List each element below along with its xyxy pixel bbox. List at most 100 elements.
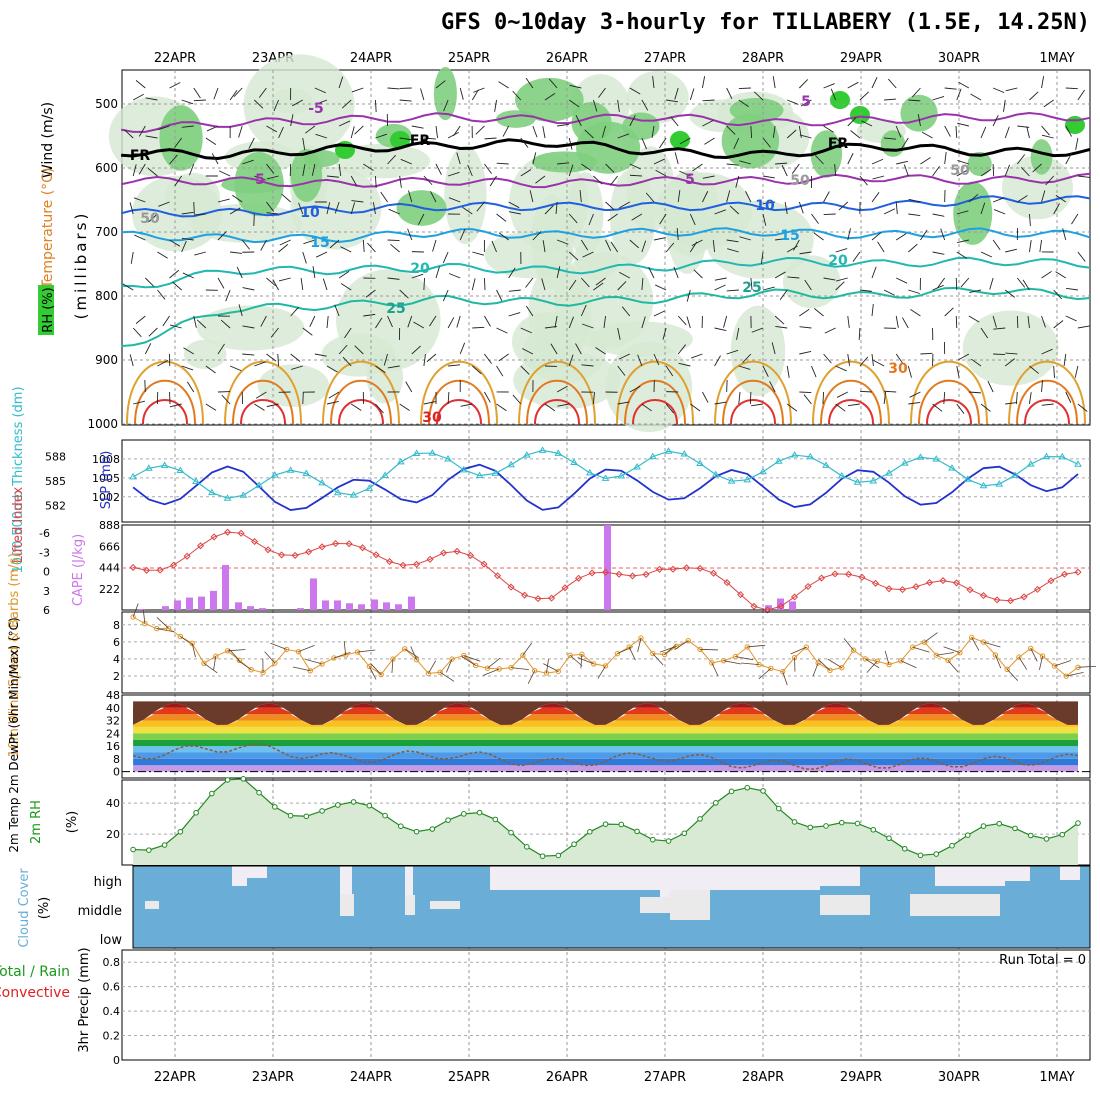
wind-barb <box>595 347 606 355</box>
wind-barb <box>278 244 289 253</box>
wind-barb <box>762 213 767 226</box>
lifted-index-marker <box>480 560 488 568</box>
wind-barb <box>290 353 301 362</box>
wind-barb <box>476 201 485 212</box>
li-ytick: -3 <box>39 546 50 559</box>
wind-barb-10m <box>617 646 634 655</box>
wind-barb <box>895 233 907 241</box>
thickness-marker <box>318 478 326 486</box>
wind-barb <box>651 125 655 138</box>
warm-isotherm <box>526 379 588 425</box>
lifted-index-marker <box>737 591 745 599</box>
wind-barb <box>686 289 691 302</box>
wind-barb <box>429 315 437 327</box>
wind-barb <box>1032 163 1042 173</box>
wind-barb <box>1077 325 1090 329</box>
rh-shading-high <box>531 151 598 173</box>
lifted-index-marker <box>912 583 920 591</box>
upper-ytick: 600 <box>95 161 118 175</box>
lifted-index-marker <box>817 574 826 582</box>
wind-barb-10m <box>191 643 196 658</box>
thickness-marker <box>727 477 736 484</box>
rh-marker <box>649 836 656 843</box>
wind-barb <box>775 237 788 241</box>
cloud-gap-middle <box>820 895 870 915</box>
wind-barb <box>932 251 945 255</box>
wind-barb <box>824 327 836 334</box>
wind-barb <box>859 356 869 367</box>
wind-barb-10m <box>723 660 742 665</box>
contour-label: -5 <box>308 101 324 117</box>
wind-barb <box>847 81 859 89</box>
wind-barb <box>1029 91 1039 101</box>
wind-barb <box>298 202 304 215</box>
wind-barb-10m <box>652 653 664 666</box>
wind-barb <box>291 365 303 370</box>
lifted-index-marker <box>615 570 623 578</box>
upper-ytick: 700 <box>95 225 118 239</box>
wind-barb <box>525 277 534 288</box>
temp-ytick: 16 <box>106 740 120 753</box>
wind-barb <box>1077 175 1090 178</box>
wind-barb <box>584 129 594 139</box>
wind-barb <box>413 321 425 329</box>
wind-barb <box>969 289 982 294</box>
rh-marker <box>209 790 215 797</box>
contour-label: 20 <box>828 253 848 269</box>
wind-barb <box>535 175 546 184</box>
wind-barb-10m <box>735 656 754 661</box>
wind-barb <box>1041 348 1053 355</box>
wind-barb <box>1041 134 1054 139</box>
wind-barb <box>248 137 255 149</box>
wind-barb <box>619 271 630 279</box>
thickness-marker <box>995 480 1004 487</box>
lifted-index-marker <box>561 584 569 592</box>
rh-marker <box>177 828 184 835</box>
thickness-marker <box>885 469 893 476</box>
wind-barb <box>350 126 355 139</box>
wind-barb <box>702 191 709 203</box>
wind-barb <box>302 251 307 264</box>
wind-barb <box>742 353 752 363</box>
temp-ytick: 24 <box>106 727 120 740</box>
contour-label: 5 <box>801 94 811 110</box>
wind-barb <box>426 353 437 363</box>
wind-speed-marker <box>980 639 987 645</box>
wind-speed-marker <box>898 658 904 664</box>
wind-barb <box>498 81 509 89</box>
wind-barb <box>365 289 376 298</box>
lifted-index-marker <box>224 528 232 536</box>
wind-barb <box>702 175 715 179</box>
wind-barb <box>932 213 945 217</box>
wind-barb <box>944 125 951 137</box>
rh-marker <box>350 799 357 805</box>
wind-barb <box>738 99 749 108</box>
thick-ytick: 585 <box>45 475 66 488</box>
wind-barb <box>484 315 491 327</box>
wind-barb <box>955 315 958 329</box>
wind-barb <box>568 213 578 224</box>
rh-marker <box>870 826 877 833</box>
wind-speed-marker <box>248 667 254 673</box>
wind-barb <box>835 365 847 372</box>
lifted-index-marker <box>534 595 542 603</box>
wind-speed-marker <box>449 656 455 662</box>
wind-barb <box>629 174 642 177</box>
rh-marker <box>319 808 325 814</box>
wind-barb <box>679 137 691 145</box>
wind-speed-marker <box>283 646 290 653</box>
wind-barb <box>467 164 473 177</box>
wind-speed-marker <box>402 646 408 652</box>
wind-barb <box>372 202 376 215</box>
wind-barb <box>157 289 166 300</box>
wind-barb <box>960 277 970 288</box>
wind-barb <box>1053 289 1063 300</box>
wind-barb <box>772 76 776 89</box>
cloud-gap-high <box>590 866 820 890</box>
wind-barb <box>676 228 679 241</box>
wind-barb <box>1077 89 1085 101</box>
rh-marker <box>240 776 247 782</box>
wind-barb <box>312 266 316 279</box>
wind-barb <box>992 315 997 328</box>
wind-barb <box>508 211 521 215</box>
